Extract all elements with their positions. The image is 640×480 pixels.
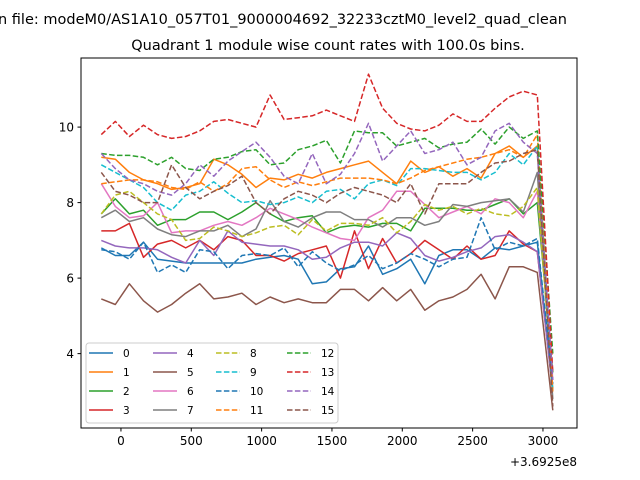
series-line-9 <box>100 145 554 392</box>
axes-frame <box>80 57 578 429</box>
plot-area <box>100 73 554 411</box>
x-tick-label: 500 <box>180 434 203 448</box>
series-line-10 <box>101 216 554 384</box>
x-tick-label: 1000 <box>246 434 277 448</box>
x-axis: 0 500 1000 1500 2000 2500 3000 <box>117 428 558 448</box>
legend-label-9: 9 <box>250 367 257 379</box>
series-line-0 <box>100 241 554 392</box>
series-line-5 <box>101 266 554 411</box>
legend-label-11: 11 <box>250 405 263 417</box>
x-tick-label: 3000 <box>528 434 559 448</box>
series-line-4 <box>101 230 554 392</box>
legend-label-10: 10 <box>250 386 263 398</box>
legend-label-15: 15 <box>321 405 334 417</box>
y-tick-label: 6 <box>66 272 74 286</box>
x-tick-label: 2500 <box>457 434 488 448</box>
chart-title: Quadrant 1 module wise count rates with … <box>131 38 525 54</box>
series-line-8 <box>100 186 554 392</box>
series-line-3 <box>101 222 554 392</box>
y-tick-label: 10 <box>59 121 74 135</box>
series-line-14 <box>100 122 554 381</box>
series-line-13 <box>100 73 554 373</box>
series-line-12 <box>101 126 554 354</box>
y-axis: 4 6 8 10 <box>59 121 81 361</box>
figure-suptitle: n file: modeM0/AS1A10_057T01_9000004692_… <box>0 12 567 28</box>
series-line-6 <box>100 183 554 381</box>
legend-label-3: 3 <box>123 405 130 417</box>
legend-label-4: 4 <box>187 348 194 360</box>
legend-label-12: 12 <box>321 348 334 360</box>
legend-label-6: 6 <box>187 386 194 398</box>
legend-label-14: 14 <box>321 386 335 398</box>
series-line-7 <box>100 171 554 399</box>
x-tick-label: 2000 <box>387 434 418 448</box>
series-line-15 <box>100 148 554 407</box>
legend-label-5: 5 <box>187 367 194 379</box>
legend-label-0: 0 <box>123 348 130 360</box>
series-line-1 <box>101 145 554 392</box>
legend-label-2: 2 <box>123 386 130 398</box>
x-tick-label: 1500 <box>317 434 348 448</box>
x-tick-label: 0 <box>117 434 125 448</box>
legend-box <box>85 342 339 424</box>
y-tick-label: 4 <box>66 347 74 361</box>
y-tick-label: 8 <box>66 196 74 210</box>
series-line-11 <box>101 133 554 392</box>
legend-label-1: 1 <box>123 367 130 379</box>
legend-label-13: 13 <box>321 367 334 379</box>
legend-label-7: 7 <box>187 405 194 417</box>
x-offset-label: +3.6925e8 <box>510 455 577 469</box>
legend-label-8: 8 <box>250 348 257 360</box>
